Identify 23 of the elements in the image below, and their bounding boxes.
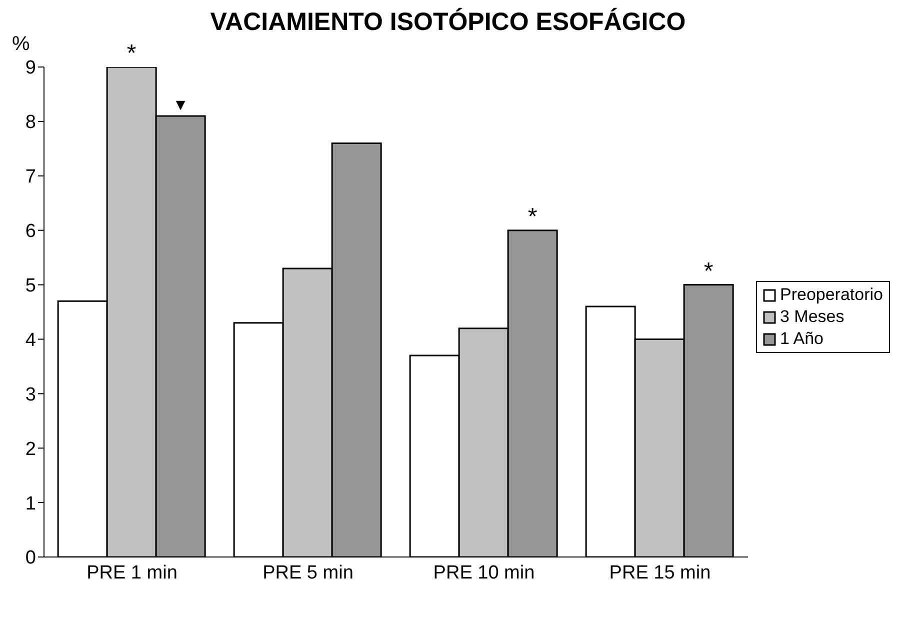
x-tick-label: PRE 10 min [433,562,535,584]
legend-label: 1 Año [780,328,824,350]
y-tick-label: 6 [25,221,36,242]
x-tick-label: PRE 5 min [262,562,354,584]
y-tick-label: 3 [25,384,36,406]
legend-label: 3 Meses [780,306,844,328]
annotation: * [704,258,714,285]
y-axis-title: % [12,33,30,56]
y-tick-label: 5 [25,276,36,297]
y-tick-label: 0 [25,548,36,569]
annotation: ▼ [172,97,188,114]
y-tick-label: 4 [25,330,36,351]
y-tick-label: 2 [25,438,36,460]
annotation: * [528,203,538,230]
x-tick-label: PRE 1 min [86,562,178,584]
y-tick-label: 9 [25,58,36,79]
text: * [126,40,136,67]
y-tick-label: 8 [25,112,36,134]
y-tick-label: 1 [25,493,36,514]
chart-title: VACIAMIENTO ISOTÓPICO ESOFÁGICO [210,8,686,36]
y-tick-label: 7 [25,166,36,188]
legend-label: Preoperatorio [780,284,883,306]
x-tick-label: PRE 15 min [609,562,711,584]
